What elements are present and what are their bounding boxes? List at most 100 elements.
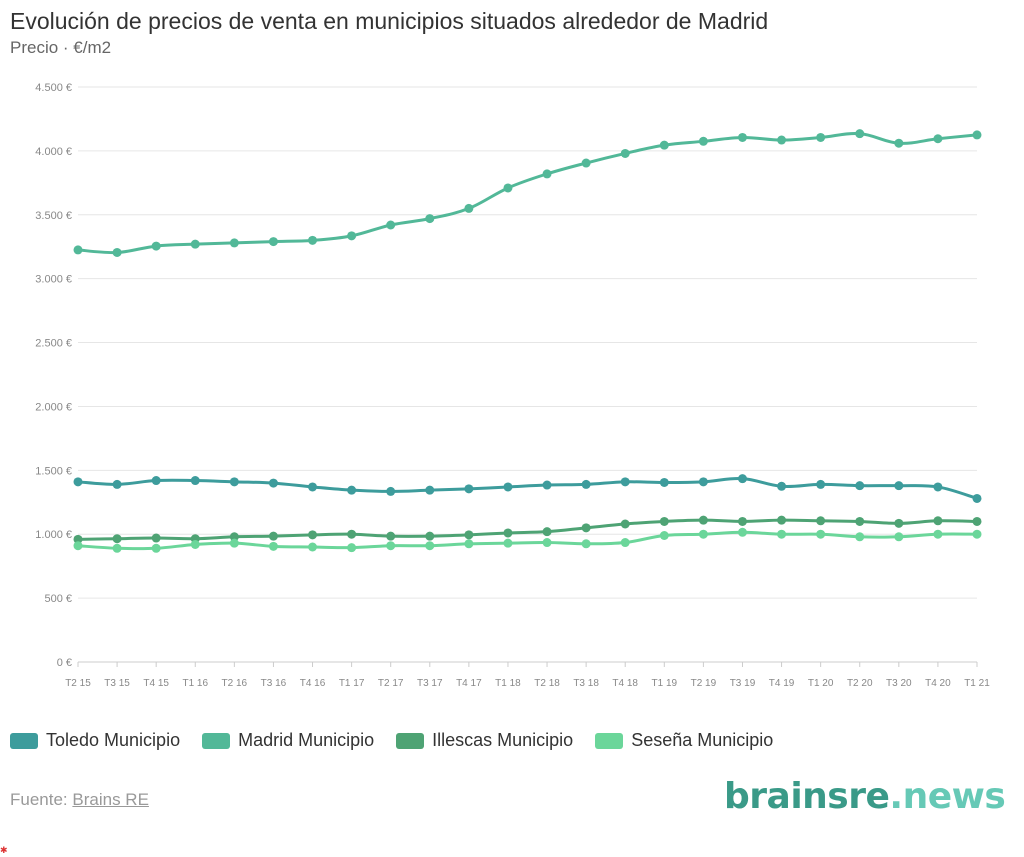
data-point — [698, 515, 708, 525]
data-point — [229, 532, 239, 542]
data-point — [972, 493, 982, 503]
data-point — [777, 529, 787, 539]
line-chart: 0 € 500 € 1.000 € 1.500 € 2.000 € 2.500 € 3.00… — [35, 82, 990, 689]
data-point — [894, 481, 904, 491]
data-point — [268, 531, 278, 541]
y-tick-label: 4.500 € — [35, 82, 72, 94]
data-point — [855, 532, 865, 542]
y-tick-label: 1.500 € — [35, 465, 72, 477]
data-point — [347, 231, 357, 241]
data-point — [73, 534, 83, 544]
data-point — [933, 516, 943, 526]
x-tick-label: T4 20 — [925, 678, 951, 689]
x-tick-label: T4 18 — [612, 678, 638, 689]
x-tick-label: T1 21 — [964, 678, 990, 689]
x-tick-label: T3 18 — [573, 678, 599, 689]
legend-item[interactable]: Toledo Municipio — [10, 730, 180, 751]
chart-subtitle: Precio · €/m2 — [10, 38, 112, 57]
data-point — [112, 543, 122, 553]
data-point — [190, 239, 200, 249]
data-point — [464, 484, 474, 494]
x-tick-label: T3 16 — [261, 678, 287, 689]
legend-swatch — [396, 732, 425, 749]
chart-legend: Toledo Municipio Madrid Municipio Illescas… — [10, 730, 773, 751]
y-tick-label: 2.500 € — [35, 338, 72, 350]
y-tick-label: 3.000 € — [35, 274, 72, 286]
data-point — [933, 482, 943, 492]
x-tick-label: T1 19 — [652, 678, 678, 689]
data-point — [503, 538, 513, 548]
data-point — [698, 136, 708, 146]
data-point — [386, 541, 396, 551]
data-point — [855, 516, 865, 526]
data-point — [816, 516, 826, 526]
source-link[interactable]: Brains RE — [72, 790, 149, 809]
data-point — [581, 523, 591, 533]
data-point — [777, 515, 787, 525]
data-point — [73, 541, 83, 551]
legend-swatch — [202, 732, 231, 749]
data-point — [894, 532, 904, 542]
data-point — [816, 132, 826, 142]
data-point — [386, 486, 396, 496]
data-point — [464, 203, 474, 213]
data-point — [425, 214, 435, 224]
data-point — [855, 129, 865, 139]
data-point — [972, 529, 982, 539]
legend-item[interactable]: Illescas Municipio — [396, 730, 573, 751]
data-point — [737, 132, 747, 142]
x-tick-label: T2 19 — [691, 678, 717, 689]
data-point — [542, 538, 552, 548]
x-tick-label: T4 17 — [456, 678, 482, 689]
data-point — [581, 479, 591, 489]
data-point — [151, 533, 161, 543]
x-tick-label: T3 20 — [886, 678, 912, 689]
series-line — [77, 477, 978, 500]
data-point — [503, 183, 513, 193]
legend-label: Toledo Municipio — [46, 730, 181, 750]
data-point — [777, 481, 787, 491]
data-point — [816, 529, 826, 539]
data-point — [581, 158, 591, 168]
x-tick-label: T4 15 — [143, 678, 169, 689]
x-tick-label: T3 19 — [730, 678, 756, 689]
brand-logo-main: brainsre — [724, 776, 890, 817]
legend-label: Seseña Municipio — [631, 730, 774, 750]
data-point — [151, 476, 161, 486]
x-tick-label: T2 20 — [847, 678, 873, 689]
x-tick-label: T1 17 — [339, 678, 365, 689]
source-note: Fuente: Brains RE — [10, 790, 149, 810]
data-point — [425, 541, 435, 551]
legend-item[interactable]: Seseña Municipio — [595, 730, 773, 751]
x-tick-label: T1 18 — [495, 678, 521, 689]
y-tick-label: 500 € — [44, 593, 72, 605]
data-point — [308, 482, 318, 492]
data-point — [737, 516, 747, 526]
data-point — [659, 140, 669, 150]
data-point — [933, 529, 943, 539]
legend-label: Illescas Municipio — [432, 730, 574, 750]
data-point — [190, 476, 200, 486]
data-point — [894, 138, 904, 148]
data-point — [190, 539, 200, 549]
x-tick-label: T2 18 — [534, 678, 560, 689]
data-point — [620, 538, 630, 548]
data-point — [777, 135, 787, 145]
y-tick-label: 3.500 € — [35, 210, 72, 222]
data-point — [737, 527, 747, 537]
y-tick-label: 1.000 € — [35, 529, 72, 541]
data-point — [386, 220, 396, 230]
data-point — [425, 485, 435, 495]
data-point — [542, 169, 552, 179]
data-point — [73, 477, 83, 487]
data-point — [308, 542, 318, 552]
data-point — [112, 247, 122, 257]
data-point — [620, 519, 630, 529]
data-point — [112, 479, 122, 489]
data-point — [151, 543, 161, 553]
data-point — [425, 531, 435, 541]
data-point — [73, 245, 83, 255]
data-point — [347, 543, 357, 553]
legend-item[interactable]: Madrid Municipio — [202, 730, 374, 751]
data-point — [151, 241, 161, 251]
